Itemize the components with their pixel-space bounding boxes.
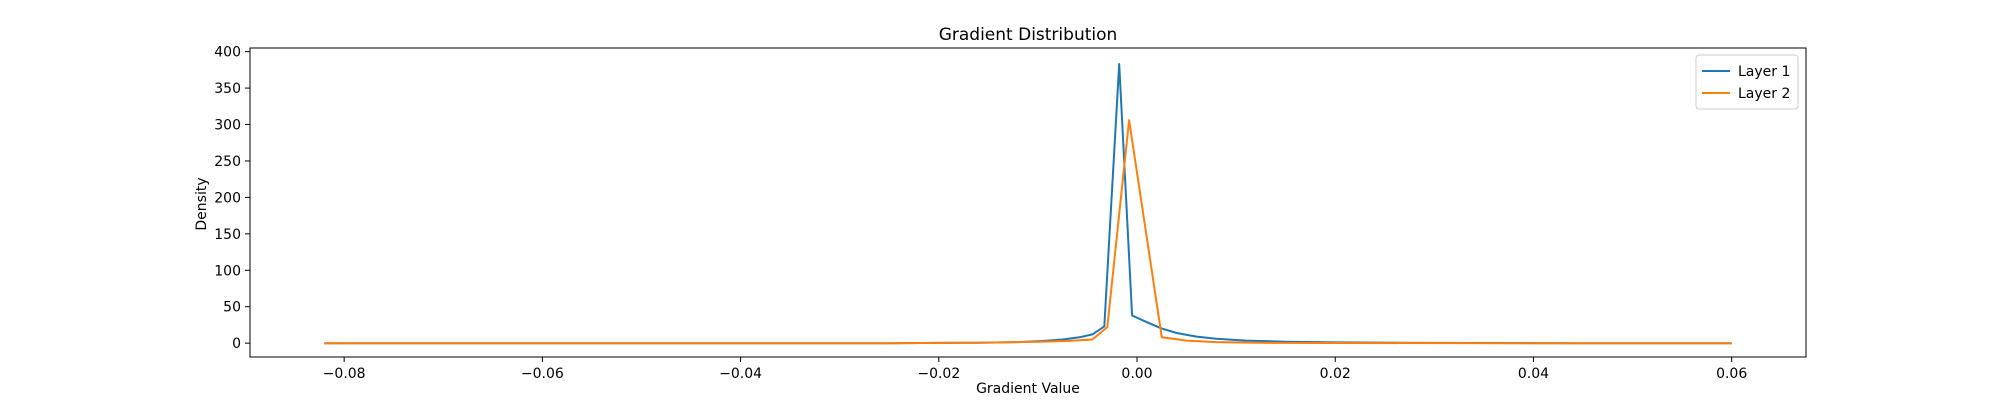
legend-label: Layer 2 xyxy=(1738,86,1790,102)
y-tick-label: 100 xyxy=(214,263,241,279)
y-tick-label: 0 xyxy=(232,336,241,352)
plot-area xyxy=(249,47,1807,358)
legend-box xyxy=(1695,54,1799,110)
x-tick-label: −0.08 xyxy=(323,366,366,382)
x-axis-label: Gradient Value xyxy=(976,381,1080,397)
series-line-2 xyxy=(324,119,1732,345)
y-tick-label: 200 xyxy=(214,190,241,206)
x-tick-label: 0.00 xyxy=(1121,366,1152,382)
x-axis-ticks: −0.08 −0.06 −0.04 −0.02 0.00 0.02 0.04 0.06 xyxy=(323,357,1747,382)
y-axis-ticks: 0 50 100 150 200 250 300 350 400 xyxy=(214,45,250,352)
x-tick-label: −0.02 xyxy=(917,366,960,382)
x-tick-label: 0.04 xyxy=(1518,366,1549,382)
y-tick-label: 350 xyxy=(214,81,241,97)
plot-frame xyxy=(249,47,1807,358)
series-line-1 xyxy=(324,63,1732,345)
legend: Layer 1 Layer 2 xyxy=(1695,54,1799,110)
legend-label: Layer 1 xyxy=(1738,64,1790,80)
y-tick-label: 250 xyxy=(214,154,241,170)
y-axis-label: Density xyxy=(194,177,210,230)
y-tick-label: 50 xyxy=(223,300,241,316)
x-tick-label: 0.06 xyxy=(1716,366,1747,382)
series-layer xyxy=(324,63,1732,345)
y-tick-label: 150 xyxy=(214,227,241,243)
chart-title: Gradient Distribution xyxy=(939,25,1118,45)
x-tick-label: −0.06 xyxy=(521,366,564,382)
y-tick-label: 400 xyxy=(214,45,241,61)
x-tick-label: −0.04 xyxy=(719,366,762,382)
x-tick-label: 0.02 xyxy=(1320,366,1351,382)
y-tick-label: 300 xyxy=(214,118,241,134)
